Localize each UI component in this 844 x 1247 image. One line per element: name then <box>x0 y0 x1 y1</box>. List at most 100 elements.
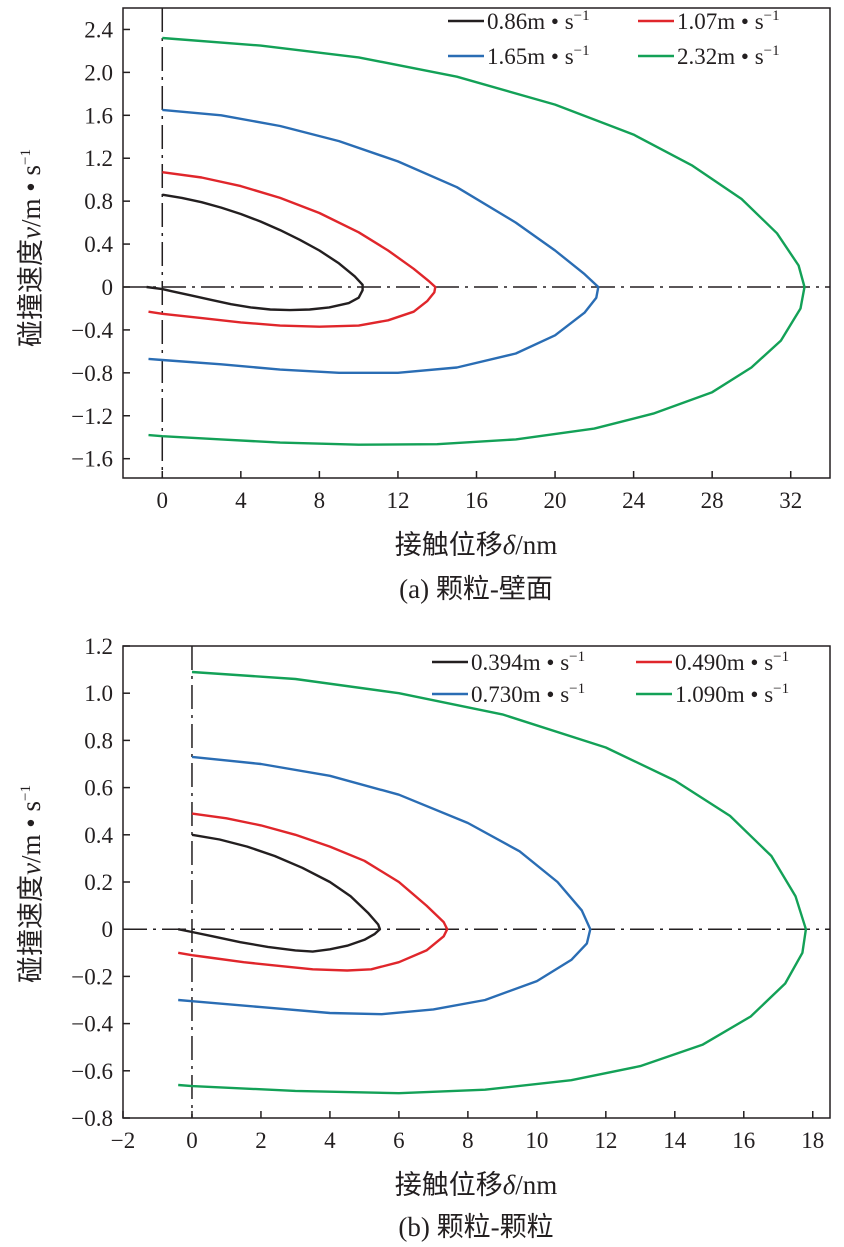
series-line-a-3 <box>148 36 806 446</box>
x-axis-a: 0 4 8 12 16 20 24 28 32 <box>157 471 802 513</box>
x-tick-label-b-5: 8 <box>462 1128 474 1153</box>
legend-b: 0.394m • s−1 0.490m • s−1 0.730m • s−1 1.09… <box>432 649 789 707</box>
series-line-a-1 <box>148 171 437 328</box>
x-tick-label-a-4: 16 <box>465 488 488 513</box>
y-tick-label-a-1: 2.0 <box>84 60 113 85</box>
x-axis-title-text-a: 接触位移 <box>395 530 503 560</box>
y-tick-label-b-4: 0.4 <box>84 823 113 848</box>
caption-b: (b) 颗粒-颗粒 <box>398 1212 553 1242</box>
x-tick-label-a-0: 0 <box>157 488 169 513</box>
caption-a: (a) 颗粒-壁面 <box>399 574 553 604</box>
x-tick-label-b-6: 10 <box>525 1128 548 1153</box>
y-tick-label-a-10: −1.6 <box>71 447 113 472</box>
series-line-a-0 <box>146 193 364 312</box>
legend-label-a-2: 1.65m • s−1 <box>487 43 590 69</box>
y-tick-label-a-8: −0.8 <box>71 361 113 386</box>
y-axis-b: 1.2 1.0 0.8 0.6 0.4 0.2 0 −0.2 −0.4 −0.6 −0.8 <box>71 634 130 1131</box>
legend-label-b-1: 0.490m • s−1 <box>675 649 789 675</box>
legend-item-b-3: 1.090m • s−1 <box>636 681 789 707</box>
y-axis-title-text-b: 碰撞速度 <box>16 875 46 983</box>
plot-frame-a <box>122 7 831 479</box>
legend-label-b-2: 0.730m • s−1 <box>471 681 585 707</box>
x-tick-label-a-7: 28 <box>701 488 724 513</box>
y-tick-label-a-3: 1.2 <box>84 146 113 171</box>
x-axis-title-b: 接触位移δ/nm <box>395 1170 558 1200</box>
y-tick-label-b-10: −0.8 <box>71 1106 113 1131</box>
y-tick-label-b-5: 0.2 <box>84 870 113 895</box>
x-tick-label-b-3: 4 <box>324 1128 336 1153</box>
y-axis-title-symbol-b: v <box>16 863 46 875</box>
legend-item-b-1: 0.490m • s−1 <box>636 649 789 675</box>
y-tick-label-b-7: −0.2 <box>71 964 113 989</box>
x-axis-b: −2 0 2 4 6 8 10 12 14 16 18 <box>111 1111 824 1153</box>
x-tick-label-b-9: 16 <box>732 1128 755 1153</box>
y-axis-title-symbol-a: v <box>16 227 46 239</box>
y-axis-title-b: 碰撞速度v/m • s−1 <box>16 785 46 983</box>
x-axis-title-symbol-b: δ <box>503 1170 516 1200</box>
series-group-b <box>177 670 808 1095</box>
series-line-b-0 <box>177 833 382 953</box>
y-tick-label-b-8: −0.4 <box>71 1012 113 1037</box>
plot-frame-b <box>122 645 831 1119</box>
series-line-b-3 <box>178 670 808 1095</box>
legend-item-a-1: 1.07m • s−1 <box>638 8 780 34</box>
legend-item-a-0: 0.86m • s−1 <box>448 8 590 34</box>
x-tick-label-b-2: 2 <box>255 1128 267 1153</box>
legend-label-b-3: 1.090m • s−1 <box>675 681 789 707</box>
series-group-a <box>146 36 806 446</box>
y-axis-title-exp-b: −1 <box>18 785 34 801</box>
y-tick-label-a-7: −0.4 <box>71 318 113 343</box>
legend-item-b-0: 0.394m • s−1 <box>432 649 585 675</box>
legend-label-a-0: 0.86m • s−1 <box>487 8 590 34</box>
x-tick-label-a-1: 4 <box>235 488 247 513</box>
legend-label-a-1: 1.07m • s−1 <box>677 8 780 34</box>
x-tick-label-a-5: 20 <box>544 488 567 513</box>
legend-item-b-2: 0.730m • s−1 <box>432 681 585 707</box>
y-tick-label-b-3: 0.6 <box>84 776 113 801</box>
y-axis-title-text-a: 碰撞速度 <box>16 239 46 347</box>
panel-a: 0 4 8 12 16 20 24 28 32 2.4 2.0 1.6 1.2 0.8 0.4 0 −0.4 −… <box>16 7 831 604</box>
series-line-b-2 <box>178 755 592 1016</box>
x-tick-label-a-6: 24 <box>622 488 646 513</box>
y-axis-title-a: 碰撞速度v/m • s−1 <box>16 149 46 347</box>
panel-b: −2 0 2 4 6 8 10 12 14 16 18 1.2 1.0 0.8 0.6 0.4 0.2 0 −0.… <box>16 634 831 1242</box>
y-tick-label-b-6: 0 <box>102 917 114 942</box>
y-axis-title-unit-b: /m • s <box>16 801 46 863</box>
y-tick-label-a-2: 1.6 <box>84 103 113 128</box>
y-tick-label-b-0: 1.2 <box>84 634 113 659</box>
x-axis-title-unit-b: /nm <box>515 1170 557 1200</box>
reference-lines-a <box>123 8 830 478</box>
legend-a: 0.86m • s−1 1.07m • s−1 1.65m • s−1 2.32m •… <box>448 8 780 69</box>
y-axis-title-exp-a: −1 <box>18 149 34 165</box>
x-tick-label-b-4: 6 <box>393 1128 405 1153</box>
y-tick-label-a-0: 2.4 <box>84 17 113 42</box>
x-axis-title-a: 接触位移δ/nm <box>395 530 558 560</box>
y-tick-label-b-2: 0.8 <box>84 728 113 753</box>
x-tick-label-b-10: 18 <box>801 1128 824 1153</box>
y-tick-label-a-6: 0 <box>102 275 114 300</box>
legend-item-a-2: 1.65m • s−1 <box>448 43 590 69</box>
x-tick-label-a-8: 32 <box>779 488 802 513</box>
x-tick-label-b-1: 0 <box>186 1128 198 1153</box>
reference-lines-b <box>123 646 830 1118</box>
series-line-b-1 <box>177 812 449 972</box>
y-tick-label-a-5: 0.4 <box>84 232 113 257</box>
x-axis-title-text-b: 接触位移 <box>395 1170 503 1200</box>
x-tick-label-a-3: 12 <box>386 488 409 513</box>
y-tick-label-a-4: 0.8 <box>84 189 113 214</box>
x-axis-title-unit-a: /nm <box>515 530 557 560</box>
y-axis-a: 2.4 2.0 1.6 1.2 0.8 0.4 0 −0.4 −0.8 −1.2 −1.6 <box>71 17 130 472</box>
y-tick-label-a-9: −1.2 <box>71 404 113 429</box>
x-tick-label-b-8: 14 <box>663 1128 687 1153</box>
y-axis-title-unit-a: /m • s <box>16 165 46 227</box>
legend-item-a-3: 2.32m • s−1 <box>638 43 780 69</box>
legend-label-a-3: 2.32m • s−1 <box>677 43 780 69</box>
legend-label-b-0: 0.394m • s−1 <box>471 649 585 675</box>
y-tick-label-b-1: 1.0 <box>84 681 113 706</box>
y-tick-label-b-9: −0.6 <box>71 1059 113 1084</box>
x-tick-label-b-0: −2 <box>111 1128 135 1153</box>
x-tick-label-b-7: 12 <box>594 1128 617 1153</box>
x-tick-label-a-2: 8 <box>314 488 326 513</box>
x-axis-title-symbol-a: δ <box>503 530 516 560</box>
